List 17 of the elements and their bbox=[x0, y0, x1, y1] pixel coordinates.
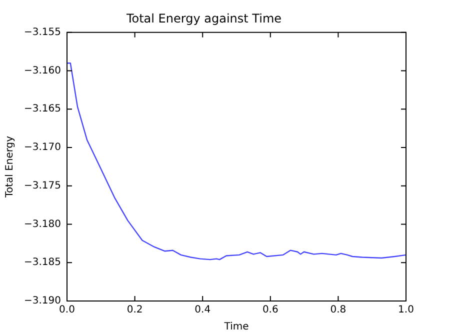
x-tick-label: 0.2 bbox=[126, 304, 143, 316]
y-tick-label: −3.170 bbox=[24, 142, 62, 154]
y-tick-label: −3.175 bbox=[24, 180, 62, 192]
y-tick-label: −3.160 bbox=[24, 65, 62, 76]
x-tick-label: 0.8 bbox=[330, 304, 346, 316]
y-tick-label: −3.165 bbox=[24, 104, 62, 115]
x-tick-label: 1.0 bbox=[398, 304, 414, 316]
x-tick-label: 0.0 bbox=[59, 304, 75, 316]
x-tick-label: 0.6 bbox=[262, 304, 278, 316]
y-tick-label: −3.190 bbox=[24, 296, 62, 307]
x-axis-title: Time bbox=[223, 322, 249, 333]
y-axis-title: Total Energy bbox=[4, 136, 16, 198]
chart-title: Total Energy against Time bbox=[125, 11, 282, 26]
x-tick-label: 0.4 bbox=[194, 304, 211, 316]
y-tick-label: −3.180 bbox=[24, 218, 62, 230]
y-tick-label: −3.155 bbox=[24, 26, 62, 38]
y-tick-label: −3.185 bbox=[24, 257, 62, 268]
